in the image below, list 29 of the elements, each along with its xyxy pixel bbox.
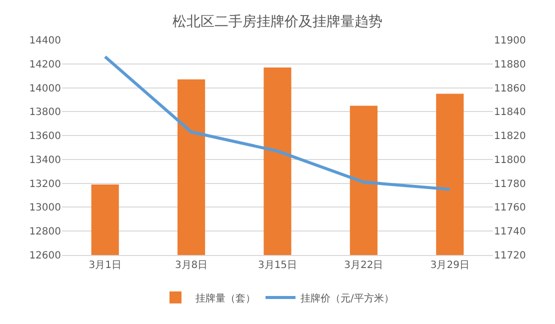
x-tick-label: 3月1日 [88,260,122,271]
y2-tick-label: 11840 [494,107,526,118]
y2-tick-label: 11900 [494,36,526,46]
y-tick-label: 13000 [29,202,61,214]
y2-tick-label: 11880 [494,59,526,70]
y2-tick-label: 11860 [494,83,526,94]
y2-tick-label: 11720 [494,250,526,262]
y-tick-label: 13600 [29,131,61,142]
legend-label: 挂牌价（元/平方米） [300,292,394,304]
y-tick-label: 13400 [29,154,61,166]
y-tick-label: 14400 [29,36,61,46]
y-tick-label: 14200 [29,59,61,70]
x-tick-label: 3月29日 [430,260,470,271]
x-tick-label: 3月8日 [174,260,208,271]
y2-tick-label: 11780 [494,178,526,190]
y2-tick-label: 11740 [494,226,526,238]
y2-tick-label: 11800 [494,154,526,166]
chart-title: 松北区二手房挂牌价及挂牌量趋势 [172,14,382,30]
y2-tick-label: 11820 [494,131,526,142]
y2-tick-label: 11760 [494,202,526,214]
y-tick-label: 13200 [29,178,61,190]
line-series [104,55,452,191]
y-tick-label: 13800 [29,107,61,118]
x-tick-label: 3月22日 [344,260,384,271]
x-tick-label: 3月15日 [258,260,298,271]
y-tick-label: 14000 [29,83,61,94]
y-tick-label: 12600 [29,250,61,262]
legend-label: 挂牌量（套） [196,292,256,304]
y-tick-label: 12800 [29,226,61,238]
